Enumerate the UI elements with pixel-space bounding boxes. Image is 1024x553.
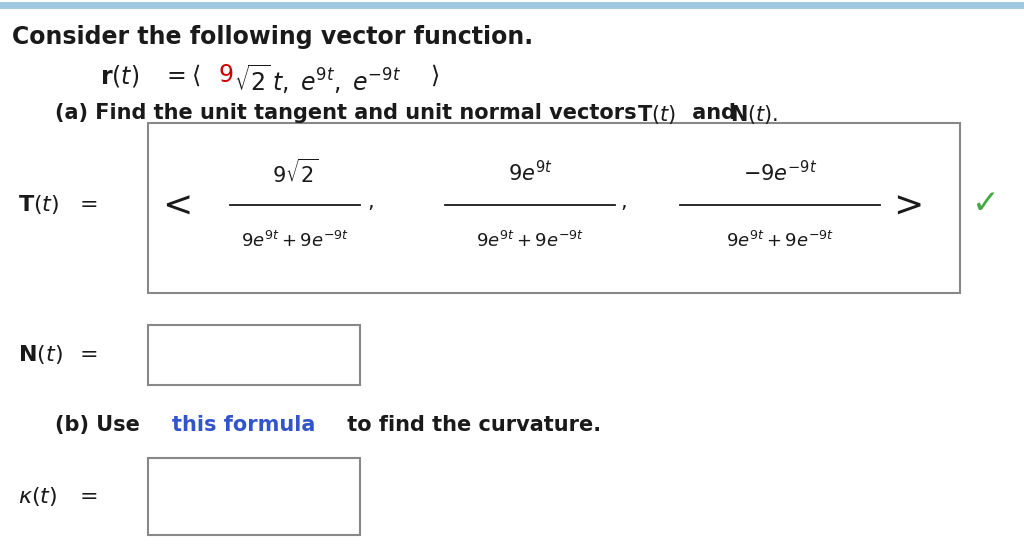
Text: (b) Use: (b) Use: [55, 415, 147, 435]
Text: this formula: this formula: [172, 415, 315, 435]
Text: ✓: ✓: [972, 186, 1000, 220]
Text: =: =: [80, 345, 98, 365]
Text: $\mathbf{r}(t)$: $\mathbf{r}(t)$: [100, 63, 139, 89]
Text: $-9e^{-9t}$: $-9e^{-9t}$: [742, 160, 817, 186]
Text: $\mathbf{N}(t)$: $\mathbf{N}(t)$: [18, 343, 62, 367]
Bar: [148, 458, 360, 535]
Text: =: =: [80, 487, 98, 507]
Text: ,: ,: [620, 192, 627, 212]
Text: and: and: [685, 103, 743, 123]
Text: $\mathbf{N}(t)$.: $\mathbf{N}(t)$.: [730, 103, 778, 126]
Text: $<$: $<$: [155, 188, 190, 222]
Text: $9\sqrt{2}$: $9\sqrt{2}$: [272, 159, 318, 187]
Bar: [148, 123, 961, 293]
Text: $9$: $9$: [218, 63, 233, 87]
Text: $9e^{9t}$: $9e^{9t}$: [508, 160, 552, 186]
Text: $= \langle$: $= \langle$: [162, 63, 201, 88]
Text: $\kappa(t)$: $\kappa(t)$: [18, 486, 57, 509]
Text: $\rangle$: $\rangle$: [430, 63, 439, 88]
Text: Consider the following vector function.: Consider the following vector function.: [12, 25, 534, 49]
Text: ,: ,: [367, 192, 374, 212]
Text: to find the curvature.: to find the curvature.: [340, 415, 601, 435]
Text: $9e^{9t}+9e^{-9t}$: $9e^{9t}+9e^{-9t}$: [726, 231, 835, 251]
Text: $\mathbf{T}(t)$: $\mathbf{T}(t)$: [637, 103, 676, 126]
Text: (a) Find the unit tangent and unit normal vectors: (a) Find the unit tangent and unit norma…: [55, 103, 644, 123]
Text: $9e^{9t}+9e^{-9t}$: $9e^{9t}+9e^{-9t}$: [476, 231, 584, 251]
Text: =: =: [80, 195, 98, 215]
Bar: [148, 325, 360, 385]
Text: $\mathbf{T}(t)$: $\mathbf{T}(t)$: [18, 194, 59, 217]
Text: $9e^{9t}+9e^{-9t}$: $9e^{9t}+9e^{-9t}$: [241, 231, 349, 251]
Text: $>$: $>$: [886, 188, 922, 222]
Text: $\sqrt{2}\,t,\;e^{9t},\;e^{-9t}$: $\sqrt{2}\,t,\;e^{9t},\;e^{-9t}$: [234, 63, 401, 96]
